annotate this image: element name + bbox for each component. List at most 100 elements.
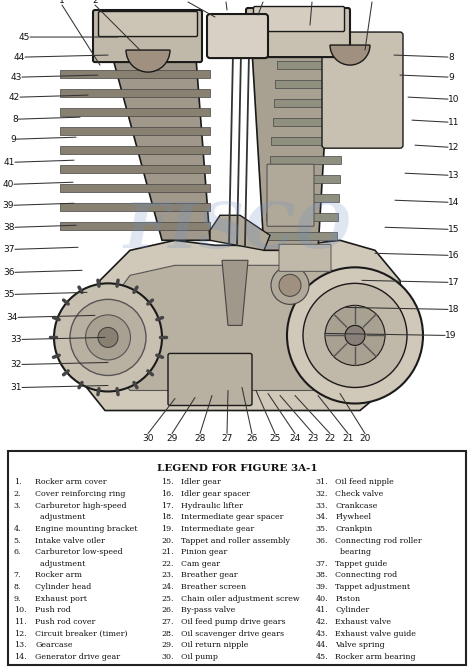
Text: 5: 5	[260, 0, 266, 2]
Text: 21.: 21.	[161, 548, 174, 556]
Text: 7: 7	[369, 0, 375, 2]
Text: 30: 30	[142, 433, 154, 443]
Text: 23.: 23.	[161, 572, 173, 580]
Text: Intermediate gear: Intermediate gear	[181, 525, 254, 533]
Text: Idler gear: Idler gear	[181, 478, 221, 486]
Text: 42: 42	[9, 92, 20, 102]
Text: 7.: 7.	[14, 572, 21, 580]
Text: 6: 6	[309, 0, 315, 2]
Text: LEGEND FOR FIGURE 3A-1: LEGEND FOR FIGURE 3A-1	[157, 464, 317, 473]
FancyBboxPatch shape	[279, 245, 331, 271]
Bar	[60, 184, 210, 192]
FancyBboxPatch shape	[207, 14, 268, 58]
Text: 5.: 5.	[14, 537, 21, 545]
Text: Rocker arm cover: Rocker arm cover	[35, 478, 107, 486]
Text: 9.: 9.	[14, 595, 21, 603]
Ellipse shape	[303, 283, 407, 387]
FancyBboxPatch shape	[99, 11, 198, 37]
FancyBboxPatch shape	[168, 354, 252, 405]
Text: 28.: 28.	[161, 630, 173, 638]
Text: 19: 19	[445, 331, 456, 340]
Text: 24.: 24.	[161, 583, 174, 591]
Text: 4.: 4.	[14, 525, 21, 533]
FancyBboxPatch shape	[246, 8, 350, 57]
Text: 8.: 8.	[14, 583, 21, 591]
Text: Cover reinforcing ring: Cover reinforcing ring	[35, 490, 126, 498]
Text: 8: 8	[12, 115, 18, 124]
Text: 40: 40	[3, 180, 14, 189]
Text: 38.: 38.	[316, 572, 328, 580]
Text: Push rod: Push rod	[35, 606, 71, 614]
Bar	[60, 89, 210, 97]
Bar	[60, 70, 210, 78]
Text: 33.: 33.	[316, 502, 328, 510]
Text: Cylinder: Cylinder	[336, 606, 370, 614]
Text: 3.: 3.	[14, 502, 21, 510]
Text: 27.: 27.	[161, 618, 173, 626]
Text: 26: 26	[246, 433, 258, 443]
Text: 12.: 12.	[14, 630, 26, 638]
Text: Connecting rod roller: Connecting rod roller	[336, 537, 422, 545]
Text: 28: 28	[194, 433, 206, 443]
Text: adjustment: adjustment	[35, 560, 86, 567]
Bar	[60, 127, 210, 135]
Text: 16.: 16.	[161, 490, 174, 498]
Text: 37.: 37.	[316, 560, 328, 567]
Text: Connecting rod: Connecting rod	[336, 572, 398, 580]
Text: 12: 12	[448, 143, 459, 151]
Text: 31: 31	[10, 383, 22, 392]
Text: By-pass valve: By-pass valve	[181, 606, 235, 614]
Text: 15: 15	[448, 224, 459, 234]
Text: FISCO: FISCO	[123, 200, 351, 261]
Text: 43.: 43.	[316, 630, 328, 638]
Text: 2.: 2.	[14, 490, 21, 498]
Text: adjustment: adjustment	[35, 513, 86, 521]
Text: 3: 3	[185, 0, 191, 2]
Text: 39: 39	[2, 201, 14, 210]
Text: 32: 32	[10, 360, 22, 369]
Text: Circuit breaker (timer): Circuit breaker (timer)	[35, 630, 128, 638]
Polygon shape	[108, 265, 375, 391]
Text: 41.: 41.	[316, 606, 328, 614]
FancyBboxPatch shape	[267, 164, 314, 226]
Text: Carburetor low-speed: Carburetor low-speed	[35, 548, 123, 556]
Text: Crankcase: Crankcase	[336, 502, 378, 510]
Text: 17: 17	[448, 278, 459, 287]
Text: 9: 9	[448, 72, 454, 82]
Text: 29.: 29.	[161, 641, 173, 649]
Text: 21: 21	[342, 433, 354, 443]
Text: Gearcase: Gearcase	[35, 641, 73, 649]
Text: 29: 29	[166, 433, 178, 443]
Text: Oil pump: Oil pump	[181, 653, 218, 661]
Text: 39.: 39.	[316, 583, 328, 591]
Wedge shape	[330, 45, 370, 65]
Bar	[266, 213, 338, 221]
Ellipse shape	[287, 267, 423, 403]
Ellipse shape	[345, 326, 365, 346]
Bar	[267, 194, 339, 202]
Text: Oil scavenger drive gears: Oil scavenger drive gears	[181, 630, 284, 638]
Text: 11: 11	[448, 118, 459, 127]
Bar	[264, 232, 337, 241]
Text: Breather gear: Breather gear	[181, 572, 237, 580]
Ellipse shape	[271, 267, 309, 304]
Text: Engine mounting bracket: Engine mounting bracket	[35, 525, 138, 533]
Text: 1: 1	[59, 0, 65, 5]
Text: 14.: 14.	[14, 653, 27, 661]
Text: 10.: 10.	[14, 606, 26, 614]
Text: 22: 22	[324, 433, 336, 443]
Text: Cylinder head: Cylinder head	[35, 583, 91, 591]
Text: Oil feed pump drive gears: Oil feed pump drive gears	[181, 618, 285, 626]
Text: bearing: bearing	[336, 548, 372, 556]
Text: 33: 33	[10, 335, 22, 344]
Text: Oil feed nipple: Oil feed nipple	[336, 478, 394, 486]
Polygon shape	[112, 45, 210, 241]
Text: Tappet adjustment: Tappet adjustment	[336, 583, 410, 591]
Text: Check valve: Check valve	[336, 490, 383, 498]
Text: 38: 38	[3, 223, 15, 232]
Text: Chain oiler adjustment screw: Chain oiler adjustment screw	[181, 595, 300, 603]
Text: Generator drive gear: Generator drive gear	[35, 653, 120, 661]
Bar	[60, 146, 210, 154]
Text: 2: 2	[92, 0, 98, 5]
Text: 34: 34	[7, 313, 18, 322]
